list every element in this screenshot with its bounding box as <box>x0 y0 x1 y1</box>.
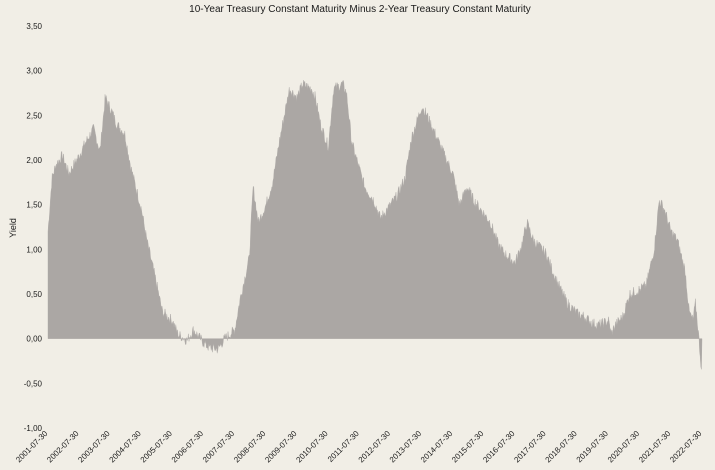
x-tick-label: 2015-07-30 <box>450 429 486 465</box>
y-tick-label: 1,00 <box>26 245 42 254</box>
x-tick-label: 2005-07-30 <box>139 429 175 465</box>
y-axis-label: Yield <box>8 218 18 238</box>
y-tick-label: 3,00 <box>26 67 42 76</box>
y-tick-label: 2,50 <box>26 111 42 120</box>
x-tick-label: 2008-07-30 <box>232 429 268 465</box>
x-tick-label: 2018-07-30 <box>544 429 580 465</box>
x-tick-label: 2019-07-30 <box>575 429 611 465</box>
y-tick-label: 3,50 <box>26 22 42 31</box>
y-tick-label: 0,50 <box>26 290 42 299</box>
y-tick-label: 0,00 <box>26 335 42 344</box>
area-series <box>47 79 703 370</box>
x-tick-label: 2013-07-30 <box>388 429 424 465</box>
yield-spread-area <box>47 79 703 370</box>
x-tick-label: 2007-07-30 <box>201 429 237 465</box>
x-tick-label: 2017-07-30 <box>512 429 548 465</box>
x-tick-label: 2002-07-30 <box>45 429 81 465</box>
x-tick-label: 2016-07-30 <box>481 429 517 465</box>
x-tick-label: 2021-07-30 <box>637 429 673 465</box>
x-tick-label: 2011-07-30 <box>326 429 361 464</box>
x-tick-label: 2014-07-30 <box>419 429 455 465</box>
y-axis-ticks: 3,50 3,00 2,50 2,00 1,50 1,00 0,50 0,00 -0,50 -1,… <box>24 22 43 433</box>
x-tick-label: 2001-07-30 <box>14 429 50 465</box>
x-tick-label: 2012-07-30 <box>357 429 393 465</box>
y-tick-label: -1,00 <box>24 424 43 433</box>
x-tick-label: 2022-07-30 <box>668 429 704 465</box>
x-tick-label: 2010-07-30 <box>294 429 330 465</box>
y-tick-label: -0,50 <box>24 379 43 388</box>
x-tick-label: 2006-07-30 <box>170 429 206 465</box>
x-tick-label: 2009-07-30 <box>263 429 299 465</box>
x-axis-ticks: 2001-07-302002-07-302003-07-302004-07-30… <box>14 429 704 465</box>
y-tick-label: 1,50 <box>26 201 42 210</box>
y-tick-label: 2,00 <box>26 156 42 165</box>
chart-title: 10-Year Treasury Constant Maturity Minus… <box>189 4 531 15</box>
x-tick-label: 2003-07-30 <box>76 429 112 465</box>
x-tick-label: 2004-07-30 <box>108 429 144 465</box>
x-tick-label: 2020-07-30 <box>606 429 642 465</box>
